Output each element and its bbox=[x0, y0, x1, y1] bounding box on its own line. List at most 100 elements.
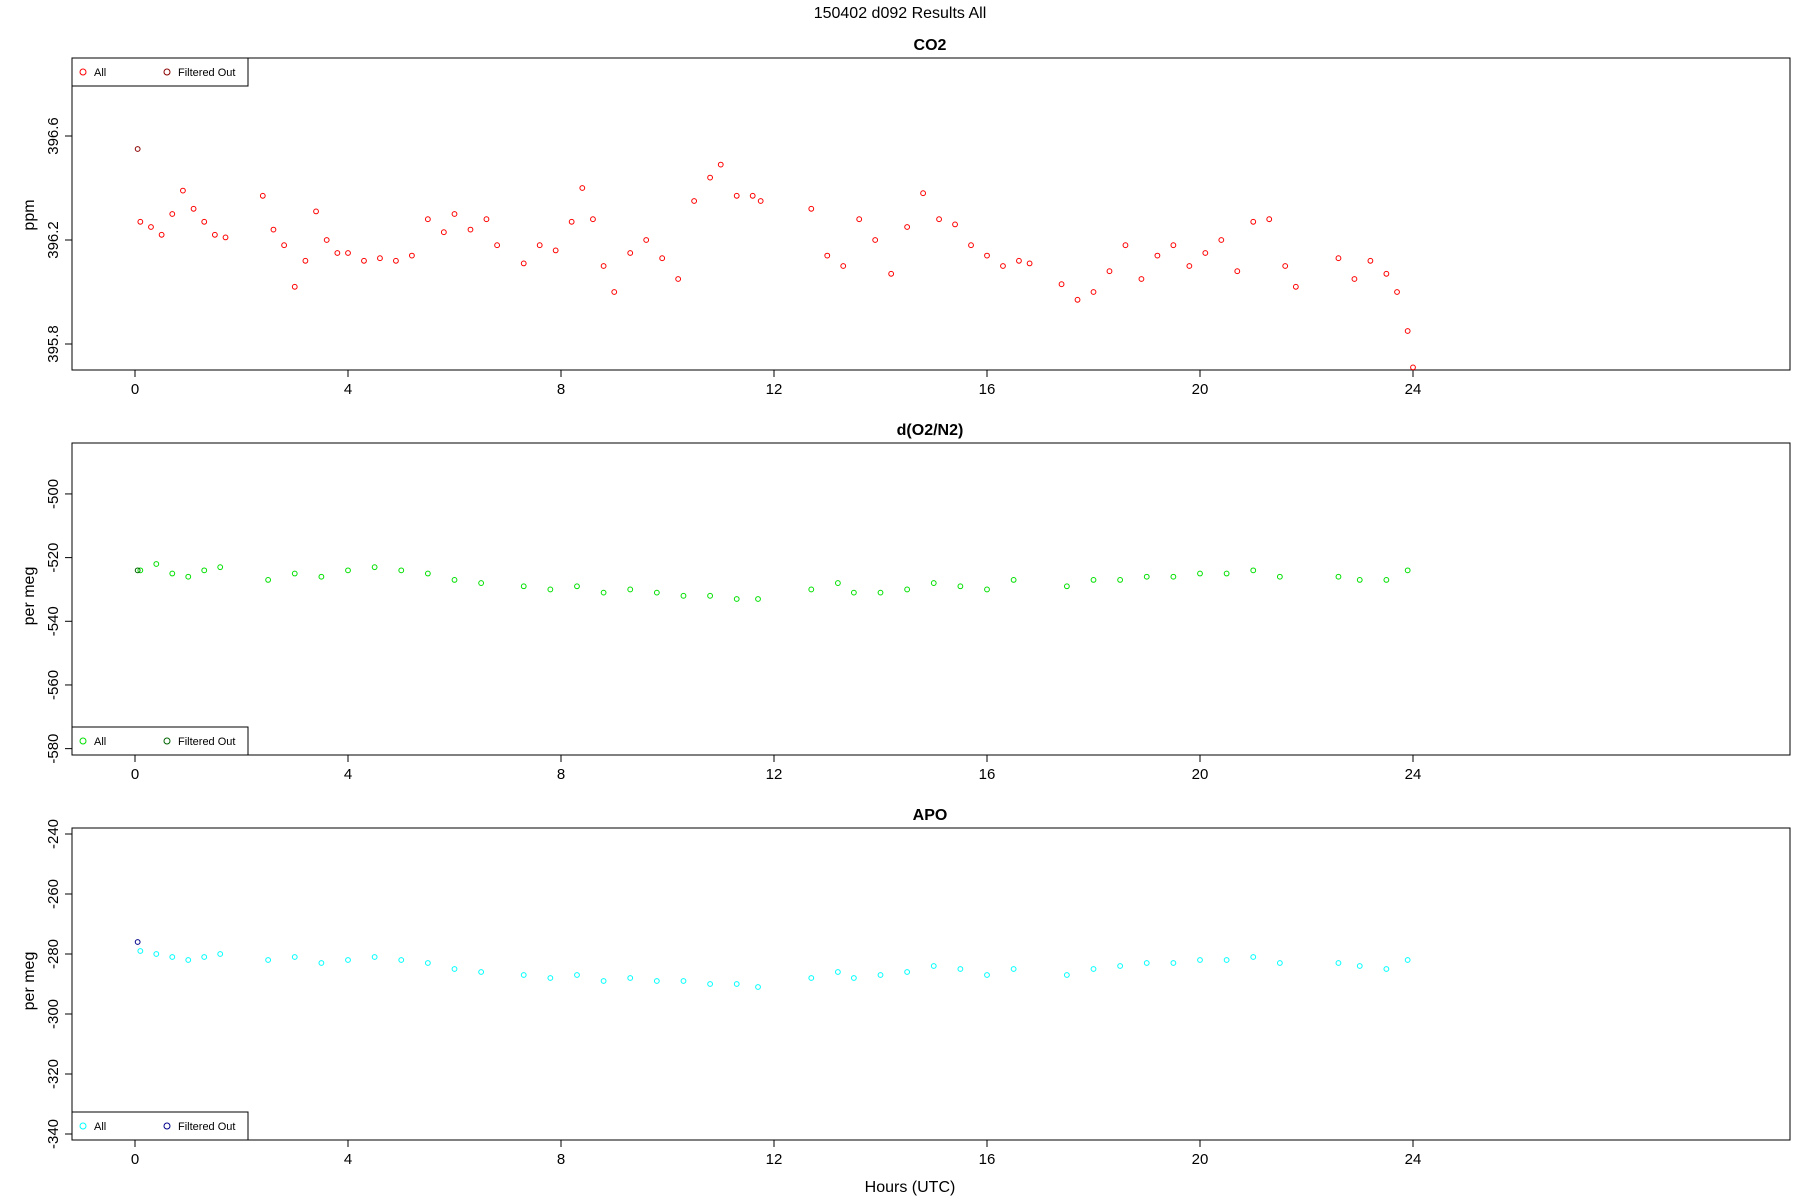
x-tick-label: 0 bbox=[131, 766, 139, 783]
data-point bbox=[1170, 242, 1177, 249]
data-point bbox=[520, 260, 527, 267]
panel-apo-marks: 0 4 8 12 16 20 24 -340 -320 -300 -280 -260 -240 bbox=[45, 819, 1421, 1168]
legend-filtered-marker bbox=[163, 1122, 171, 1130]
legend-all-label: All bbox=[94, 67, 106, 79]
y-tick-label: 395.8 bbox=[45, 325, 62, 363]
data-point bbox=[1276, 960, 1283, 966]
y-tick-label: -300 bbox=[45, 999, 62, 1029]
y-tick-label: -500 bbox=[45, 479, 62, 509]
data-point bbox=[936, 216, 942, 223]
data-point bbox=[1186, 263, 1193, 269]
data-point bbox=[755, 596, 761, 602]
data-point bbox=[904, 224, 911, 230]
x-tick-label: 16 bbox=[979, 381, 996, 398]
data-point bbox=[627, 586, 634, 593]
data-point bbox=[757, 198, 764, 204]
data-point bbox=[568, 218, 575, 225]
data-point bbox=[1383, 966, 1390, 972]
data-point bbox=[313, 208, 319, 215]
panel-apo: APO per meg 0 4 8 12 16 20 24 -340 -320 -300 -280 -… bbox=[21, 807, 1791, 1168]
data-point bbox=[1335, 573, 1342, 580]
data-point bbox=[1383, 270, 1390, 277]
data-point bbox=[318, 960, 325, 966]
data-point bbox=[1138, 276, 1145, 282]
data-point bbox=[424, 570, 431, 577]
panel-co2-marks: 0 4 8 12 16 20 24 395.8 396.2 396.6 bbox=[45, 117, 1421, 398]
data-point bbox=[1074, 296, 1081, 303]
data-point bbox=[451, 211, 458, 217]
data-point bbox=[265, 576, 272, 583]
data-point bbox=[1394, 289, 1400, 295]
data-point bbox=[169, 954, 176, 960]
data-point bbox=[153, 561, 160, 567]
data-point bbox=[717, 161, 724, 168]
data-point bbox=[808, 586, 815, 593]
data-point bbox=[1356, 576, 1363, 583]
data-point bbox=[653, 978, 660, 984]
data-point bbox=[451, 576, 458, 583]
data-point bbox=[1010, 966, 1017, 972]
data-point bbox=[291, 570, 298, 577]
filtered-point bbox=[134, 146, 141, 152]
data-point bbox=[478, 580, 485, 586]
x-tick-label: 16 bbox=[979, 1151, 996, 1168]
data-point bbox=[984, 252, 990, 259]
data-point bbox=[1250, 567, 1257, 574]
data-point bbox=[536, 242, 543, 249]
data-point bbox=[345, 957, 351, 963]
data-point bbox=[318, 573, 325, 580]
y-tick-label: -560 bbox=[45, 670, 62, 700]
data-point bbox=[920, 190, 926, 197]
data-point bbox=[600, 978, 607, 984]
x-tick-label: 20 bbox=[1192, 766, 1209, 783]
data-point bbox=[1404, 957, 1411, 963]
data-point bbox=[984, 972, 990, 978]
figure-suptitle: 150402 d092 Results All bbox=[814, 5, 987, 22]
data-point bbox=[808, 975, 815, 981]
data-point bbox=[835, 969, 841, 975]
panel-co2-plot-frame bbox=[71, 57, 1791, 371]
data-point bbox=[148, 224, 154, 230]
data-point bbox=[1223, 570, 1230, 577]
data-point bbox=[872, 237, 879, 243]
panel-co2: CO2 ppm 0 4 8 12 16 20 24 395.8 396.2 396.6 All F… bbox=[21, 37, 1791, 398]
data-point bbox=[707, 981, 713, 987]
data-point bbox=[265, 957, 272, 963]
data-point bbox=[1063, 583, 1070, 590]
data-point bbox=[653, 589, 660, 596]
y-tick-label: -540 bbox=[45, 606, 62, 636]
data-point bbox=[211, 231, 218, 238]
data-point bbox=[1170, 960, 1177, 966]
legend-box bbox=[71, 726, 249, 756]
panel-o2n2: d(O2/N2) per meg 0 4 8 12 16 20 24 -580 -560 -540… bbox=[21, 422, 1791, 783]
data-point bbox=[520, 972, 527, 978]
data-point bbox=[808, 205, 815, 212]
data-point bbox=[627, 975, 634, 981]
data-point bbox=[930, 963, 937, 969]
panel-apo-legend: All Filtered Out bbox=[71, 1111, 249, 1141]
data-point bbox=[749, 192, 756, 199]
data-point bbox=[1016, 257, 1022, 264]
data-point bbox=[1404, 328, 1411, 334]
legend-filtered-marker bbox=[163, 737, 171, 745]
data-point bbox=[1154, 252, 1161, 259]
filtered-point bbox=[134, 939, 141, 945]
x-tick-label: 12 bbox=[766, 1151, 783, 1168]
data-point bbox=[675, 276, 682, 282]
legend-box bbox=[71, 57, 249, 87]
data-point bbox=[1143, 573, 1150, 580]
data-point bbox=[877, 589, 884, 596]
x-tick-label: 4 bbox=[344, 1151, 352, 1168]
legend-filtered-label: Filtered Out bbox=[178, 736, 235, 748]
data-point bbox=[201, 218, 208, 225]
data-point bbox=[1010, 576, 1017, 583]
data-point bbox=[377, 255, 383, 262]
data-point bbox=[1276, 573, 1283, 580]
data-point bbox=[180, 187, 186, 194]
data-point bbox=[1143, 960, 1150, 966]
data-point bbox=[547, 586, 554, 593]
data-point bbox=[835, 580, 841, 586]
data-point bbox=[691, 198, 698, 204]
panel-apo-title: APO bbox=[913, 807, 948, 824]
data-point bbox=[345, 567, 351, 574]
